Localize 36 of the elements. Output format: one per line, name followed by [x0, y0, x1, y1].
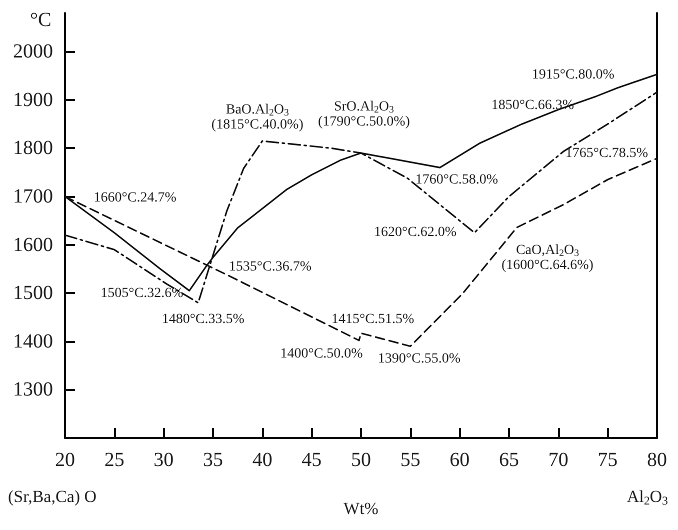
x-tick-label: 25: [104, 449, 124, 471]
annotation: 1620°C.62.0%: [374, 225, 457, 240]
annotation: 1415°C.51.5%: [332, 312, 414, 328]
x-tick-label: 65: [499, 449, 519, 471]
y-tick-label: 1800: [13, 137, 53, 160]
annotation: 1660°C.24.7%: [94, 190, 177, 206]
y-tick-label: 1500: [13, 282, 53, 304]
y-axis-title: °C: [30, 9, 52, 31]
annotation: 1535°C.36.7%: [228, 260, 312, 275]
annotation: 1505°C.32.6%: [100, 286, 184, 302]
annotation: 1915°C.80.0%: [532, 67, 615, 82]
annotation: 1760°C.58.0%: [415, 172, 498, 188]
annotation: 1850°C.66.3%: [491, 98, 574, 114]
y-tick-label: 1700: [13, 186, 53, 208]
x-axis-title: Wt%: [344, 499, 378, 518]
x-tick-label: 20: [55, 449, 75, 471]
x-tick-label: 30: [154, 449, 174, 471]
annotation: 1390°C.55.0%: [378, 351, 461, 366]
x-tick-label: 70: [548, 449, 568, 471]
x-tick-label: 80: [647, 449, 667, 471]
annotation: 1400°C.50.0%: [280, 346, 364, 362]
y-tick-label: 1300: [13, 378, 53, 401]
x-tick-label: 75: [598, 449, 618, 471]
x-tick-label: 60: [450, 449, 470, 471]
annotation: 1480°C.33.5%: [162, 312, 245, 328]
y-tick-label: 1600: [13, 234, 53, 256]
x-tick-label: 50: [351, 449, 371, 471]
y-tick-label: 1900: [13, 88, 53, 111]
x-tick-label: 55: [400, 449, 420, 471]
x-tick-label: 35: [203, 449, 223, 471]
y-tick-label: 2000: [13, 40, 53, 63]
x-tick-label: 40: [252, 449, 272, 471]
y-tick-label: 1400: [13, 330, 53, 352]
annotation: 1765°C.78.5%: [565, 146, 648, 162]
x-tick-label: 45: [302, 449, 322, 471]
text: (Sr,Ba,Ca) O: [8, 487, 97, 506]
